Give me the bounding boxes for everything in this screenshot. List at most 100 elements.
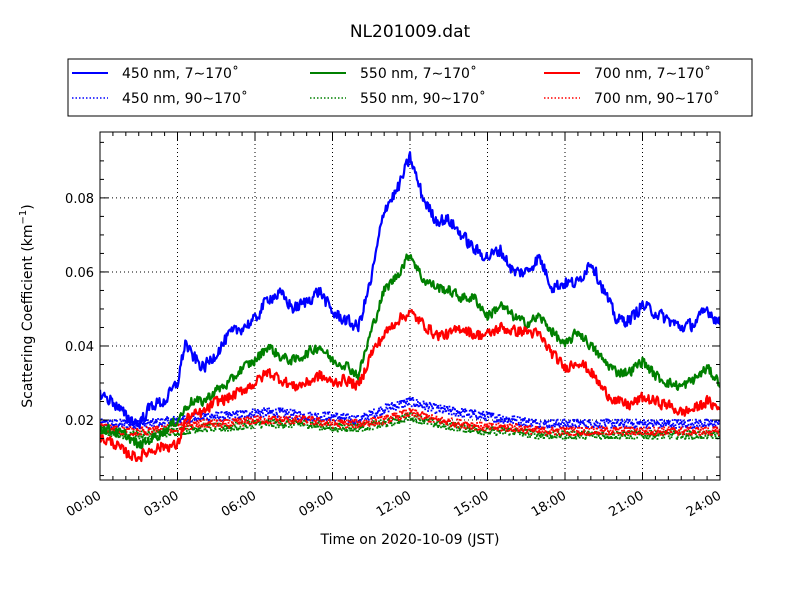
series-point bbox=[469, 416, 472, 419]
series-point bbox=[275, 419, 278, 422]
series-point bbox=[388, 419, 391, 422]
series-point bbox=[476, 430, 478, 433]
series-point bbox=[515, 429, 518, 432]
series-point bbox=[498, 426, 500, 429]
series-point bbox=[466, 425, 469, 428]
series-point bbox=[521, 432, 524, 434]
series-point bbox=[147, 429, 150, 432]
series-point bbox=[650, 419, 653, 422]
series-point bbox=[393, 422, 396, 425]
series-point bbox=[654, 435, 657, 438]
series-point bbox=[517, 431, 520, 434]
series-point bbox=[277, 419, 280, 422]
series-point bbox=[135, 424, 138, 427]
series-point bbox=[192, 426, 194, 429]
series-point bbox=[683, 431, 685, 434]
series-point bbox=[659, 430, 662, 433]
series-point bbox=[384, 417, 387, 420]
series-point bbox=[299, 424, 302, 427]
series-point bbox=[522, 433, 525, 436]
series-point bbox=[147, 421, 149, 424]
series-point bbox=[450, 410, 453, 413]
series-point bbox=[441, 425, 444, 428]
series-point bbox=[206, 430, 208, 433]
series-point bbox=[381, 423, 384, 426]
series-point bbox=[615, 426, 618, 429]
series-point bbox=[414, 409, 416, 412]
series-point bbox=[503, 418, 506, 420]
series-point bbox=[529, 436, 531, 438]
series-point bbox=[293, 422, 296, 425]
series-point bbox=[442, 423, 445, 426]
series-point bbox=[650, 429, 653, 432]
series-point bbox=[476, 428, 479, 431]
series-point bbox=[600, 419, 602, 422]
series-point bbox=[259, 416, 261, 419]
series-point bbox=[703, 431, 706, 434]
series-point bbox=[512, 418, 515, 421]
series-point bbox=[659, 433, 662, 436]
series-point bbox=[484, 415, 486, 418]
series-point bbox=[583, 430, 586, 432]
series-point bbox=[469, 424, 472, 427]
series-point bbox=[302, 424, 305, 427]
series-point bbox=[368, 428, 371, 431]
series-point bbox=[607, 422, 610, 424]
series-point bbox=[670, 431, 673, 434]
series-point bbox=[567, 421, 570, 424]
series-point bbox=[272, 425, 275, 428]
series-point bbox=[151, 431, 154, 434]
series-point bbox=[341, 417, 344, 420]
series-point bbox=[289, 418, 291, 421]
series-point bbox=[311, 421, 314, 424]
series-point bbox=[563, 418, 566, 421]
series-point bbox=[445, 423, 447, 425]
series-point bbox=[601, 429, 604, 432]
legend: 450 nm, 7∼170˚ 550 nm, 7∼170˚ 700 nm, 7∼17… bbox=[67, 58, 753, 117]
series-point bbox=[612, 431, 615, 434]
series-point bbox=[395, 416, 397, 419]
series-point bbox=[582, 422, 585, 424]
series-point bbox=[485, 411, 488, 413]
series-point bbox=[151, 420, 154, 422]
series-point bbox=[277, 407, 280, 410]
series-point bbox=[585, 425, 588, 428]
series-point bbox=[161, 425, 163, 428]
series-point bbox=[621, 434, 624, 436]
series-point bbox=[531, 428, 534, 430]
series-point bbox=[604, 427, 607, 430]
series-point bbox=[555, 428, 557, 431]
series-point bbox=[685, 435, 688, 438]
series-point bbox=[506, 427, 508, 430]
series-point bbox=[287, 419, 290, 421]
series-point bbox=[246, 426, 249, 429]
series-point bbox=[307, 427, 310, 429]
series-point bbox=[432, 420, 435, 423]
series-point bbox=[316, 424, 318, 426]
series-point bbox=[690, 427, 693, 430]
series-point bbox=[647, 433, 650, 435]
series-point bbox=[256, 419, 259, 422]
series-point bbox=[320, 420, 323, 423]
series-point bbox=[671, 434, 673, 436]
series-point bbox=[645, 426, 648, 429]
series-point bbox=[281, 408, 283, 411]
series-point bbox=[570, 428, 573, 430]
series-point bbox=[676, 437, 679, 440]
series-point bbox=[373, 408, 375, 411]
series-point bbox=[452, 406, 455, 409]
series-point bbox=[468, 425, 471, 428]
series-point bbox=[696, 436, 699, 438]
series-point bbox=[674, 429, 677, 432]
series-point bbox=[170, 427, 173, 430]
series-point bbox=[604, 437, 606, 440]
series-point bbox=[418, 417, 420, 420]
series-point bbox=[601, 426, 604, 429]
series-point bbox=[521, 434, 524, 437]
series-point bbox=[560, 423, 562, 425]
series-point bbox=[521, 419, 524, 422]
series-point bbox=[565, 434, 568, 437]
series-point bbox=[204, 415, 207, 417]
series-point bbox=[590, 434, 593, 436]
series-point bbox=[601, 419, 604, 422]
